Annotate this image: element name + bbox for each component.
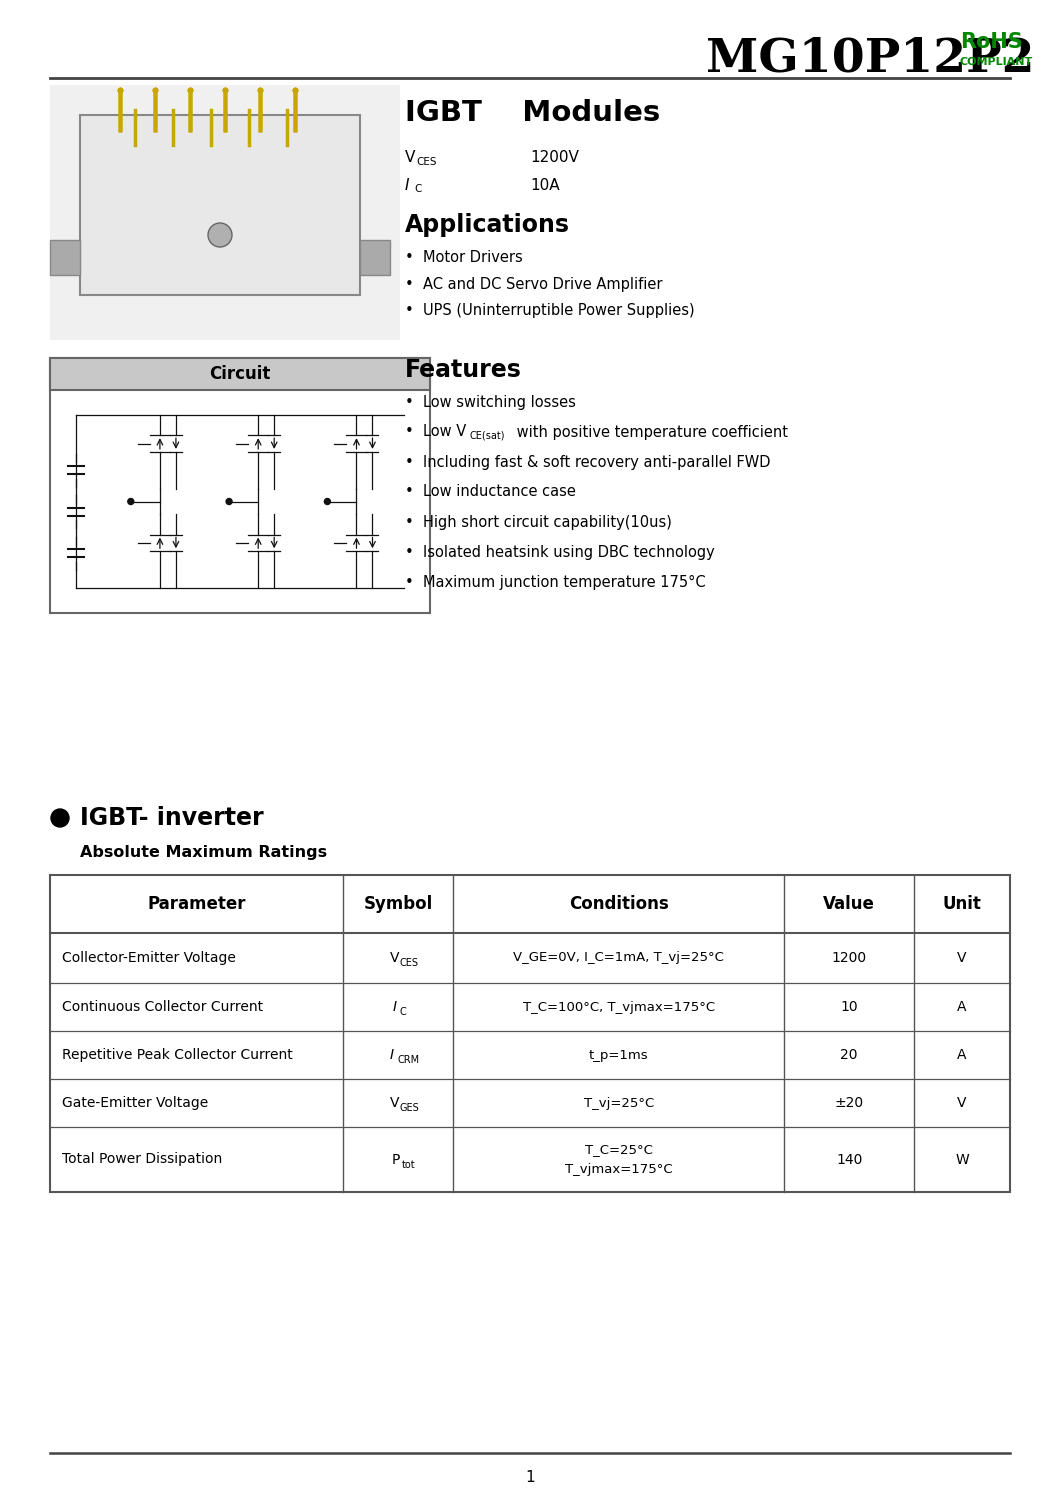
Text: •  Low inductance case: • Low inductance case (405, 484, 576, 499)
Circle shape (51, 809, 69, 827)
Text: I: I (393, 1001, 398, 1014)
Text: Applications: Applications (405, 213, 570, 237)
Text: •  Including fast & soft recovery anti-parallel FWD: • Including fast & soft recovery anti-pa… (405, 454, 771, 469)
Text: MG10P12P2: MG10P12P2 (706, 34, 1035, 81)
Text: Continuous Collector Current: Continuous Collector Current (61, 1001, 263, 1014)
Text: t_p=1ms: t_p=1ms (589, 1049, 649, 1062)
Text: IGBT    Modules: IGBT Modules (405, 99, 660, 127)
Text: Value: Value (824, 894, 876, 912)
Text: •  UPS (Uninterruptible Power Supplies): • UPS (Uninterruptible Power Supplies) (405, 304, 694, 319)
Text: GES: GES (400, 1103, 420, 1113)
Text: Gate-Emitter Voltage: Gate-Emitter Voltage (61, 1097, 208, 1110)
Bar (50, 875, 1010, 1192)
Bar (360, 240, 390, 276)
Text: 10A: 10A (530, 177, 560, 193)
Text: •  AC and DC Servo Drive Amplifier: • AC and DC Servo Drive Amplifier (405, 277, 662, 292)
Text: C: C (400, 1007, 407, 1017)
Text: W: W (955, 1152, 969, 1167)
Text: •  High short circuit capability(10us): • High short circuit capability(10us) (405, 514, 672, 529)
Text: V: V (390, 951, 400, 965)
Text: V: V (957, 1097, 967, 1110)
Bar (80, 115, 360, 295)
Bar (50, 85, 400, 340)
Text: Conditions: Conditions (569, 894, 669, 912)
Text: I: I (405, 177, 409, 193)
Text: Unit: Unit (942, 894, 982, 912)
Text: Repetitive Peak Collector Current: Repetitive Peak Collector Current (61, 1049, 293, 1062)
Text: 1: 1 (525, 1471, 535, 1486)
Text: V: V (405, 150, 416, 165)
Text: C: C (414, 184, 422, 195)
Circle shape (208, 223, 232, 247)
Text: V: V (957, 951, 967, 965)
Text: 1200: 1200 (832, 951, 867, 965)
Text: 1200V: 1200V (530, 150, 579, 165)
Text: CE(sat): CE(sat) (470, 431, 506, 440)
Bar (50, 240, 80, 276)
Text: T_vjmax=175°C: T_vjmax=175°C (565, 1162, 673, 1176)
Text: A: A (957, 1049, 967, 1062)
Text: •  Maximum junction temperature 175°C: • Maximum junction temperature 175°C (405, 575, 706, 590)
Text: Parameter: Parameter (147, 894, 246, 912)
Text: I: I (390, 1049, 394, 1062)
Text: •  Motor Drivers: • Motor Drivers (405, 250, 523, 265)
Text: V: V (390, 1097, 400, 1110)
Bar (50, 358, 430, 613)
Text: CES: CES (400, 959, 419, 968)
Text: Symbol: Symbol (364, 894, 432, 912)
Text: RoHS: RoHS (960, 31, 1023, 52)
Text: with positive temperature coefficient: with positive temperature coefficient (512, 424, 788, 439)
Circle shape (226, 499, 232, 505)
Text: A: A (957, 1001, 967, 1014)
Text: •  Low switching losses: • Low switching losses (405, 394, 576, 409)
Text: CRM: CRM (398, 1055, 420, 1065)
Text: 20: 20 (841, 1049, 858, 1062)
Text: Total Power Dissipation: Total Power Dissipation (61, 1152, 223, 1167)
Text: COMPLIANT: COMPLIANT (960, 57, 1034, 67)
Circle shape (324, 499, 331, 505)
Text: V_GE=0V, I_C=1mA, T_vj=25°C: V_GE=0V, I_C=1mA, T_vj=25°C (513, 951, 724, 965)
Text: •  Isolated heatsink using DBC technology: • Isolated heatsink using DBC technology (405, 544, 714, 559)
Bar (50, 358, 430, 389)
Text: IGBT- inverter: IGBT- inverter (80, 806, 264, 830)
Text: tot: tot (402, 1159, 416, 1170)
Circle shape (128, 499, 134, 505)
Text: 10: 10 (841, 1001, 858, 1014)
Text: Circuit: Circuit (209, 366, 270, 383)
Text: T_vj=25°C: T_vj=25°C (584, 1097, 654, 1110)
Text: P: P (392, 1152, 401, 1167)
Text: Collector-Emitter Voltage: Collector-Emitter Voltage (61, 951, 236, 965)
Text: •  Low V: • Low V (405, 424, 466, 439)
Text: 140: 140 (836, 1152, 863, 1167)
Text: CES: CES (416, 157, 437, 166)
Text: Features: Features (405, 358, 522, 382)
Text: T_C=100°C, T_vjmax=175°C: T_C=100°C, T_vjmax=175°C (523, 1001, 714, 1014)
Text: Absolute Maximum Ratings: Absolute Maximum Ratings (80, 845, 328, 860)
Text: ±20: ±20 (834, 1097, 864, 1110)
Text: T_C=25°C: T_C=25°C (585, 1143, 653, 1156)
